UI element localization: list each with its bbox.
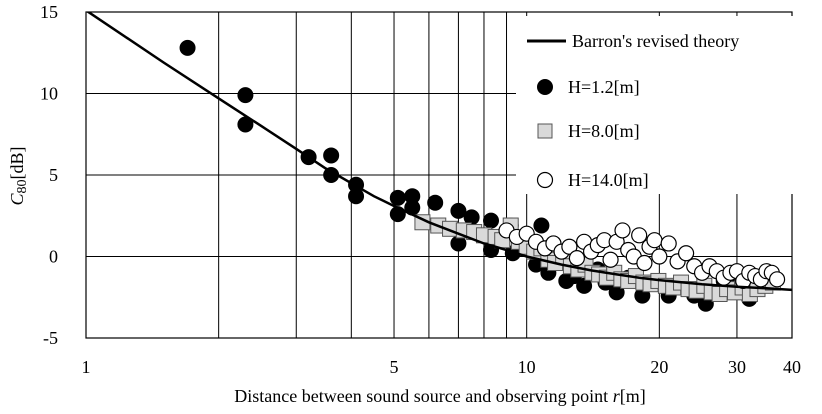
x-axis-title: Distance between sound source and observ… — [234, 386, 645, 406]
y-tick-label: 5 — [49, 165, 58, 185]
legend-marker-h12 — [537, 79, 553, 95]
y-tick-label: -5 — [43, 328, 58, 348]
x-axis-title-unit: [m] — [620, 386, 646, 406]
legend-label-h12: H=1.2[m] — [568, 77, 640, 97]
point-h140 — [636, 254, 653, 272]
point-h12 — [576, 277, 593, 294]
point-h140 — [646, 232, 663, 249]
x-tick-label: 5 — [390, 357, 399, 377]
point-h140 — [631, 227, 648, 244]
point-h140 — [677, 245, 695, 262]
point-h140 — [651, 248, 668, 265]
point-h140 — [614, 222, 631, 239]
x-tick-label: 10 — [518, 357, 536, 377]
point-h12 — [427, 194, 444, 211]
point-h12 — [348, 188, 365, 205]
point-h140 — [561, 238, 578, 255]
y-tick-label: 10 — [40, 84, 58, 104]
legend-label-barron: Barron's revised theory — [572, 31, 739, 51]
point-h12 — [483, 212, 500, 229]
point-h12 — [533, 217, 550, 234]
y-axis-title-var: C — [7, 193, 27, 206]
series-line — [86, 12, 792, 292]
x-tick-label: 1 — [82, 357, 91, 377]
legend-marker-h80 — [537, 123, 553, 139]
x-tick-label: 30 — [728, 357, 746, 377]
legend-background — [516, 16, 804, 194]
legend: Barron's revised theory H=1.2[m] H=8.0[m… — [516, 16, 804, 194]
data-series — [86, 12, 792, 312]
point-h12 — [450, 202, 467, 219]
point-h12 — [323, 147, 340, 164]
point-h140 — [660, 235, 677, 252]
legend-label-h140: H=14.0[m] — [568, 170, 649, 190]
y-axis-title-unit: [dB] — [7, 146, 27, 179]
point-h12 — [389, 189, 406, 206]
x-tick-label: 20 — [650, 357, 668, 377]
x-tick-label: 40 — [783, 357, 801, 377]
point-h12 — [237, 87, 254, 104]
y-tick-label: 15 — [40, 2, 58, 22]
y-axis-title-sub: 80 — [15, 179, 30, 193]
point-h140 — [768, 271, 786, 288]
point-h140 — [602, 251, 619, 268]
barron-theory-line — [86, 12, 792, 292]
point-h12 — [179, 39, 196, 56]
y-tick-label: 0 — [49, 247, 58, 267]
series-circle-open — [498, 222, 786, 290]
legend-marker-h140 — [536, 171, 554, 189]
y-axis-title: C80[dB] — [7, 146, 30, 205]
x-axis-title-var: r — [613, 386, 621, 406]
legend-label-h80: H=8.0[m] — [568, 121, 640, 141]
point-h140 — [568, 250, 585, 267]
x-axis-title-main: Distance between sound source and observ… — [234, 386, 612, 406]
